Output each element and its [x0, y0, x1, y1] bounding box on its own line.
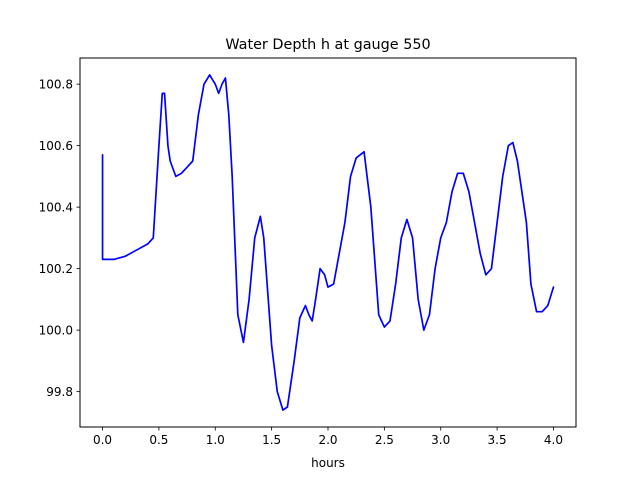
y-tick-label: 100.4 — [39, 200, 73, 214]
chart-title: Water Depth h at gauge 550 — [225, 37, 430, 53]
y-tick-label: 100.0 — [39, 323, 73, 337]
x-tick-label: 1.0 — [206, 433, 225, 447]
x-tick-label: 2.5 — [375, 433, 394, 447]
x-tick-label: 0.0 — [93, 433, 112, 447]
y-tick-label: 100.2 — [39, 262, 73, 276]
series-line — [101, 74, 555, 411]
x-tick-label: 3.0 — [431, 433, 450, 447]
x-tick-label: 3.5 — [488, 433, 507, 447]
x-axis-label: hours — [311, 456, 345, 470]
y-axis: 99.8 100.0 100.2 100.4 100.6 100.8 — [39, 77, 80, 399]
x-tick-label: 2.0 — [318, 433, 337, 447]
plot-area — [101, 74, 555, 411]
x-tick-label: 0.5 — [149, 433, 168, 447]
x-tick-label: 1.5 — [262, 433, 281, 447]
x-tick-label: 4.0 — [544, 433, 563, 447]
x-axis: 0.0 0.5 1.0 1.5 2.0 2.5 3.0 3.5 4.0 — [93, 427, 563, 447]
y-tick-label: 100.6 — [39, 139, 73, 153]
y-tick-label: 99.8 — [46, 385, 73, 399]
y-tick-label: 100.8 — [39, 77, 73, 91]
